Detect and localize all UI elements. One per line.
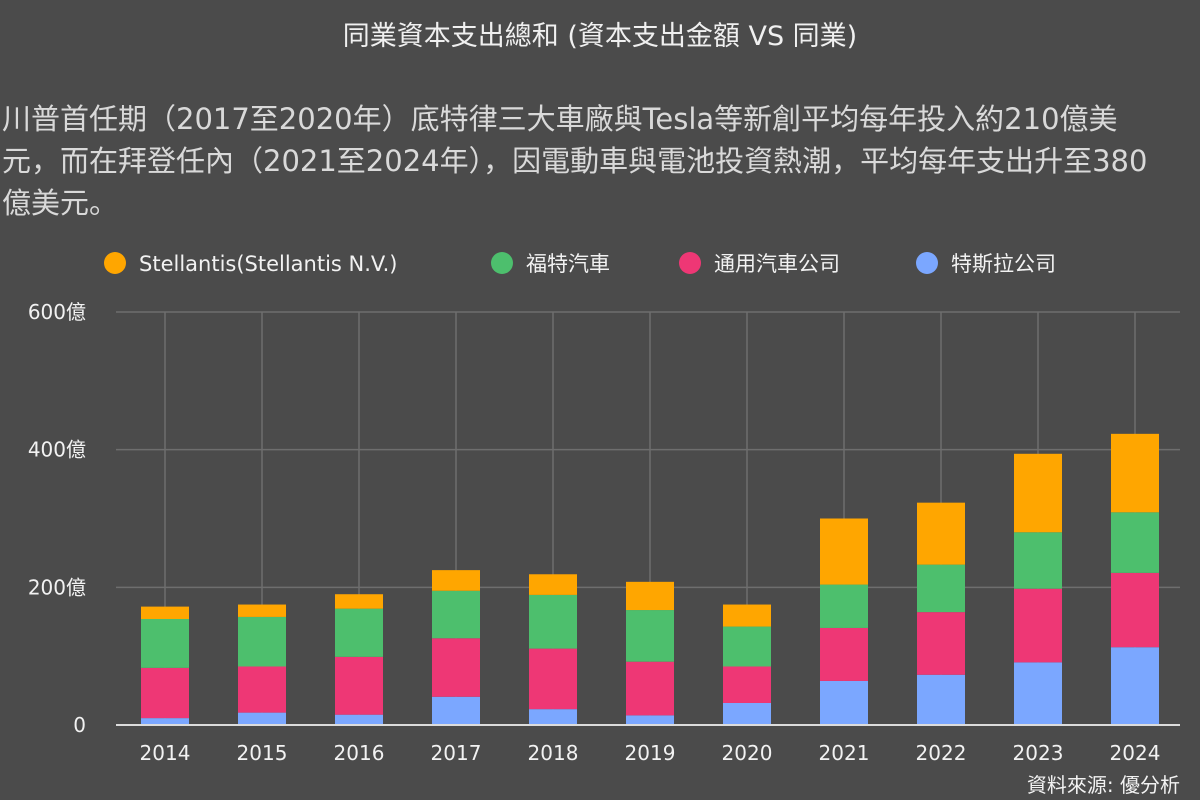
chart-subtitle: 川普首任期（2017至2020年）底特律三大車廠與Tesla等新創平均每年投入約… [2,102,1148,220]
legend-label: 福特汽車 [526,252,610,276]
bar-segment [238,666,286,713]
bar-segment [1014,453,1062,533]
bar-segment [1014,532,1062,589]
bar-segment [432,570,480,591]
bar-segment [141,618,189,668]
y-tick-label: 600億 [28,300,86,324]
x-tick-label: 2020 [722,741,773,765]
bar-segment [529,648,577,710]
bar-segment [335,714,383,725]
bar-segment [626,581,674,611]
bar-segment [529,594,577,649]
legend-marker [104,252,126,274]
y-tick-label: 0 [73,713,86,737]
bar-segment [917,612,965,675]
bar-segment [529,709,577,725]
bar-segment [723,702,771,725]
bar-segment [432,638,480,697]
bar-segment [917,502,965,565]
x-tick-label: 2016 [334,741,385,765]
bar-segment [626,661,674,716]
bar-segment [141,718,189,725]
bar-segment [238,712,286,725]
bar-segment [141,606,189,619]
bar-segment [626,715,674,725]
bar-segment [723,666,771,703]
chart-title: 同業資本支出總和 (資本支出金額 VS 同業) [342,21,858,52]
bar-segment [1111,433,1159,513]
y-tick-label: 400億 [28,438,86,462]
bar-segment [141,667,189,719]
x-tick-label: 2018 [528,741,579,765]
bar-segment [917,674,965,725]
bar-segment [820,627,868,681]
x-tick-label: 2023 [1013,741,1064,765]
bar-segment [820,518,868,585]
bar-segment [335,656,383,715]
x-tick-label: 2014 [140,741,191,765]
x-tick-label: 2024 [1110,741,1161,765]
bar-segment [1111,572,1159,648]
bar-segment [1111,512,1159,573]
bar-segment [432,696,480,725]
bar-segment [335,594,383,609]
bar-segment [1111,647,1159,725]
legend-label: 通用汽車公司 [714,252,840,276]
bar-segment [723,604,771,627]
legend-label: Stellantis(Stellantis N.V.) [139,252,397,276]
bar-segment [238,604,286,617]
legend-marker [916,252,938,274]
bar-segment [335,608,383,657]
bar-segment [1014,588,1062,663]
bar-segment [820,584,868,628]
bar-segment [626,610,674,662]
legend-label: 特斯拉公司 [951,252,1056,276]
x-tick-label: 2015 [237,741,288,765]
legend-marker [491,252,513,274]
source-note: 資料來源: 優分析 [1026,773,1180,797]
bar-segment [238,616,286,667]
bar-segment [529,574,577,595]
x-tick-label: 2021 [819,741,870,765]
bar-segment [723,626,771,667]
x-tick-label: 2022 [916,741,967,765]
x-tick-label: 2019 [625,741,676,765]
y-tick-label: 200億 [28,575,86,599]
bar-segment [820,680,868,725]
x-tick-label: 2017 [431,741,482,765]
bar-segment [432,590,480,639]
bar-segment [1014,662,1062,725]
bar-segment [917,564,965,613]
legend-marker [679,252,701,274]
